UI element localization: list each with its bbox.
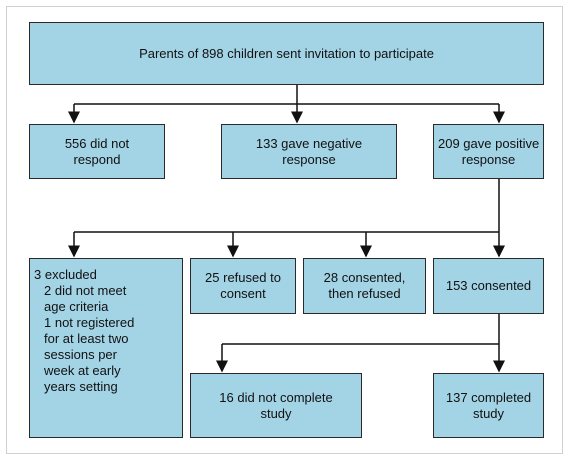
box-text: sessions per xyxy=(44,347,117,362)
box-text: response xyxy=(282,151,336,167)
box-text: study xyxy=(260,405,292,421)
flow-box: 25 refused to consent xyxy=(190,258,296,314)
box-text: response xyxy=(461,151,516,167)
box-text: 133 gave negative xyxy=(255,135,363,151)
flow-box: Parents of 898 children sent invitation … xyxy=(29,22,544,85)
box-text: 153 consented xyxy=(445,278,532,293)
box-text: years setting xyxy=(44,379,118,394)
box-text: then refused xyxy=(328,286,401,301)
connector xyxy=(74,179,500,233)
box-text: 28 consented, xyxy=(323,270,406,285)
box-text: Parents of 898 children sent invitation … xyxy=(139,45,434,61)
flow-box: 28 consented, then refused xyxy=(303,258,426,314)
box-text: week at early xyxy=(44,363,121,378)
connector xyxy=(222,314,500,345)
flow-box: 3 excluded 2 did not meet age criteria 1 no… xyxy=(29,258,183,438)
flow-box: 209 gave positive response xyxy=(433,124,544,179)
box-text: 1 not registered xyxy=(44,315,135,330)
box-text: for at least two xyxy=(44,331,129,346)
flow-box: 153 consented xyxy=(433,258,544,314)
flow-box: 137 completed study xyxy=(433,373,544,438)
box-text: consent xyxy=(220,286,266,301)
box-text: age criteria xyxy=(44,299,109,314)
connector xyxy=(74,85,499,105)
box-text: 16 did not complete xyxy=(219,389,333,405)
box-text: 137 completed xyxy=(445,389,532,405)
box-text: 2 did not meet xyxy=(44,283,127,298)
frame xyxy=(6,6,563,454)
flow-box: 133 gave negative response xyxy=(221,124,397,179)
box-text: respond xyxy=(73,151,121,167)
flow-box: 16 did not complete study xyxy=(190,373,362,438)
box-text: 209 gave positive xyxy=(438,135,540,151)
box-text: 3 excluded xyxy=(34,267,97,282)
box-text: study xyxy=(472,405,505,421)
box-text: 25 refused to xyxy=(205,270,281,285)
box-text: 556 did not xyxy=(64,135,130,151)
flow-box: 556 did not respond xyxy=(29,124,165,179)
